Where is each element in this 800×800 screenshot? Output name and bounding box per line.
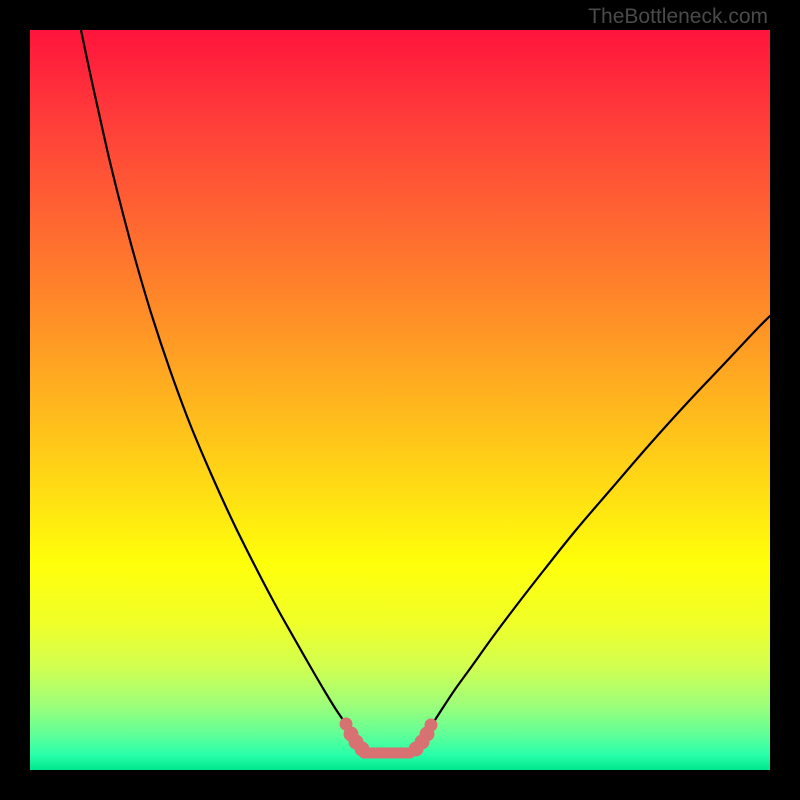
right-curve <box>425 316 770 736</box>
watermark-text: TheBottleneck.com <box>588 5 768 29</box>
left-curve <box>81 30 352 736</box>
curve-layer <box>30 30 770 770</box>
trough-marker <box>355 742 370 757</box>
trough-marker <box>425 719 438 732</box>
plot-area <box>30 30 770 770</box>
trough-group <box>340 718 438 757</box>
chart-frame: TheBottleneck.com <box>0 0 800 800</box>
